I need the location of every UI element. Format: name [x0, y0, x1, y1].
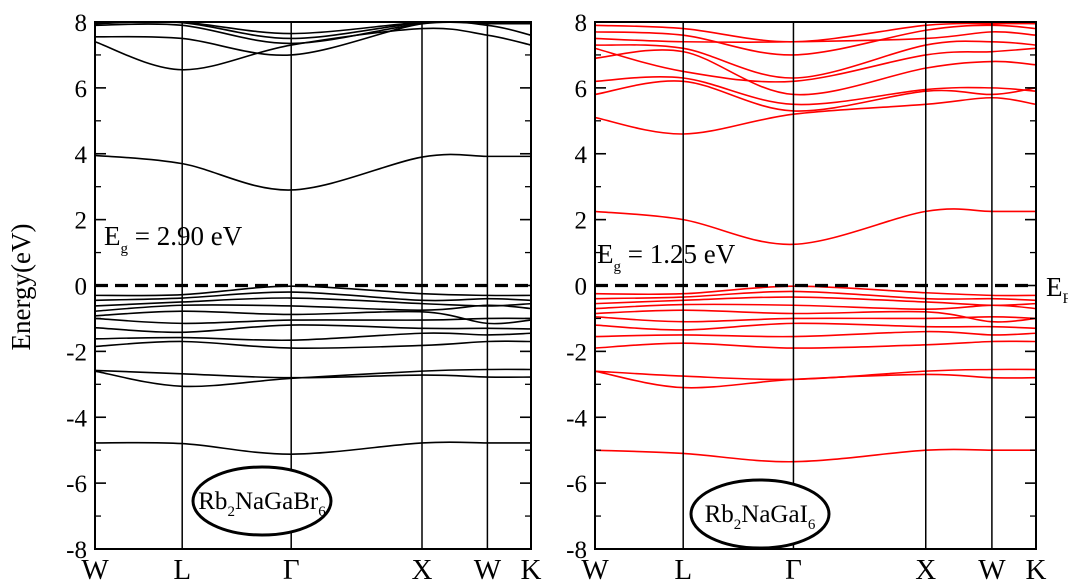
material-label-part: 2	[227, 504, 235, 520]
band-10	[95, 291, 531, 302]
y-tick-label: 2	[75, 208, 88, 235]
y-tick-label: 0	[75, 274, 88, 301]
y-tick-label: 6	[575, 76, 588, 103]
band-11	[595, 285, 1036, 297]
material-label: Rb2NaGaI6	[705, 501, 816, 533]
k-label-X: X	[915, 554, 936, 585]
fermi-level-edge-label: EF	[1046, 272, 1068, 307]
band-13	[95, 27, 531, 71]
y-tick-label: 4	[75, 142, 88, 169]
k-label-X: X	[412, 554, 433, 585]
y-tick-label: 8	[75, 10, 88, 37]
gap-label-main: E	[104, 221, 121, 251]
material-label-part: 6	[318, 504, 326, 520]
band-0	[595, 448, 1036, 463]
band-14	[595, 80, 1036, 112]
y-tick-label: -8	[66, 537, 87, 564]
band-13	[595, 96, 1036, 135]
band-10	[595, 290, 1036, 302]
y-tick-label: 4	[575, 142, 588, 169]
material-label-part: 6	[808, 517, 816, 533]
k-label-W: W	[81, 554, 109, 585]
band-3	[95, 340, 531, 349]
y-tick-label: 0	[575, 274, 588, 301]
k-label-K: K	[521, 554, 542, 585]
y-tick-label: -6	[66, 471, 87, 498]
band-0	[95, 441, 531, 455]
band-11	[95, 285, 531, 297]
material-label-oval	[689, 478, 831, 550]
fermi-label-main: E	[1046, 272, 1063, 302]
material-label-part: 2	[734, 517, 742, 533]
band-5	[595, 322, 1036, 331]
material-label-part: NaGaI	[741, 501, 808, 528]
y-tick-label: 6	[75, 76, 88, 103]
y-tick-label: -6	[566, 471, 587, 498]
y-tick-label: -2	[566, 339, 587, 366]
band-5	[95, 324, 531, 334]
band-14	[95, 22, 531, 56]
material-label-oval	[191, 465, 333, 537]
material-label-part: Rb	[705, 501, 734, 528]
k-label-W: W	[581, 554, 609, 585]
band-2	[595, 370, 1036, 389]
k-label-L: L	[173, 554, 191, 585]
band-gap-label: Eg = 2.90 eV	[104, 221, 243, 257]
fermi-label-sub: F	[1063, 291, 1068, 307]
k-label-K: K	[1026, 554, 1047, 585]
gap-label-sub: g	[614, 259, 622, 275]
material-label-part: NaGaBr	[235, 488, 319, 515]
y-tick-label: -2	[66, 339, 87, 366]
y-tick-label: -4	[566, 405, 587, 432]
k-label-Γ: Γ	[283, 554, 300, 585]
y-tick-label: 8	[575, 10, 588, 37]
material-label: Rb2NaGaBr6	[198, 488, 326, 520]
k-label-L: L	[674, 554, 692, 585]
gap-label-main: E	[597, 239, 614, 269]
material-label-part: Rb	[198, 488, 227, 515]
y-axis-label: Energy(eV)	[6, 224, 36, 351]
k-label-W: W	[978, 554, 1006, 585]
y-tick-label: -8	[566, 537, 587, 564]
band-4	[595, 330, 1036, 338]
band-7	[595, 309, 1036, 323]
gap-label-sub: g	[121, 241, 129, 257]
k-label-W: W	[474, 554, 502, 585]
k-label-Γ: Γ	[785, 554, 802, 585]
gap-label-value: = 1.25 eV	[621, 239, 736, 269]
band-7	[95, 310, 531, 325]
y-tick-label: -4	[66, 405, 87, 432]
band-12	[95, 153, 531, 191]
band-4	[95, 332, 531, 342]
gap-label-value: = 2.90 eV	[128, 221, 243, 251]
band-18	[595, 40, 1036, 79]
band-gap-label: Eg = 1.25 eV	[597, 239, 736, 275]
y-tick-label: 2	[575, 208, 588, 235]
band-3	[595, 340, 1036, 349]
